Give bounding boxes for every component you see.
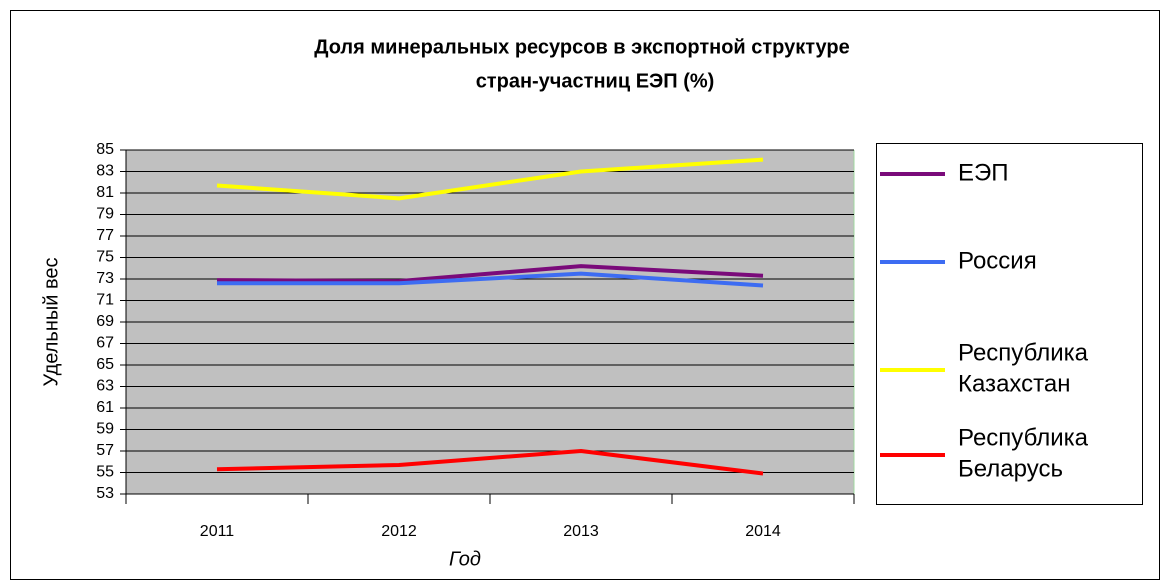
- y-tick-label: 61: [96, 399, 114, 416]
- legend: [876, 143, 1143, 505]
- y-tick-label: 73: [96, 270, 114, 287]
- y-tick-label: 53: [96, 485, 114, 502]
- series-line: [216, 264, 764, 284]
- legend-label: Республика Казахстан: [958, 340, 1089, 398]
- x-tick-label: 2014: [745, 523, 781, 540]
- x-tick-label: 2012: [381, 523, 417, 540]
- y-tick-label: 85: [96, 141, 114, 158]
- y-axis-label: Удельный вес: [40, 257, 62, 386]
- y-tick-label: 77: [96, 227, 114, 244]
- x-axis-label: Год: [449, 548, 481, 570]
- series-line: [217, 271, 764, 288]
- series-line: [216, 449, 764, 476]
- y-tick-label: 75: [96, 249, 114, 266]
- y-tick-label: 65: [96, 356, 114, 373]
- legend-label: ЕЭП: [958, 159, 1009, 186]
- series-line: [216, 157, 764, 201]
- y-tick-label: 59: [96, 421, 114, 438]
- y-tick-label: 79: [96, 206, 114, 223]
- legend-label: Республика Беларусь: [958, 425, 1089, 483]
- y-tick-label: 55: [96, 464, 114, 481]
- x-tick-label: 2011: [200, 523, 235, 540]
- y-tick-label: 69: [96, 313, 114, 330]
- y-tick-label: 57: [96, 442, 114, 459]
- y-tick-label: 81: [96, 184, 114, 201]
- y-tick-label: 83: [96, 163, 114, 180]
- chart-title: Доля минеральных ресурсов в экспортной с…: [314, 36, 850, 58]
- y-tick-label: 63: [96, 378, 114, 395]
- legend-label: Россия: [958, 247, 1037, 274]
- y-tick-label: 71: [96, 292, 114, 309]
- x-tick-label: 2013: [563, 523, 599, 540]
- chart-title: стран-участниц ЕЭП (%): [476, 70, 715, 92]
- y-tick-label: 67: [96, 335, 114, 352]
